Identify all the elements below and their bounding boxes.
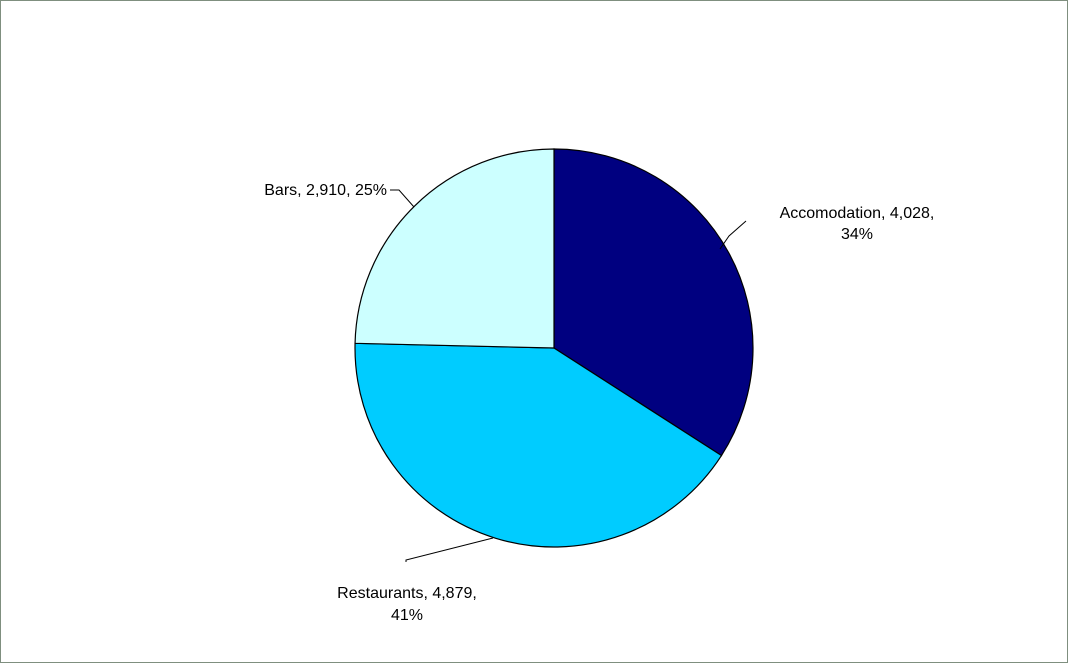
data-label-line: Accomodation, 4,028, (780, 205, 935, 222)
data-label-line: 41% (391, 607, 423, 624)
data-label-restaurants: Restaurants, 4,879, 41% (337, 585, 477, 624)
data-label-line: Restaurants, 4,879, (337, 585, 477, 602)
data-label-bars: Bars, 2,910, 25% (264, 182, 387, 199)
pie-slice-restaurants (354, 342, 723, 548)
data-label-accomodation: Accomodation, 4,028, 34% (780, 205, 935, 243)
data-label-line: 34% (841, 226, 873, 243)
pie-slice-bars (354, 148, 555, 349)
data-label-line: Bars, 2,910, 25% (264, 182, 387, 199)
leader-line-accomodation (719, 220, 747, 250)
leader-line-bars (390, 189, 415, 208)
leader-line-restaurants (405, 537, 494, 562)
pie-slice-accomodation (553, 148, 754, 457)
